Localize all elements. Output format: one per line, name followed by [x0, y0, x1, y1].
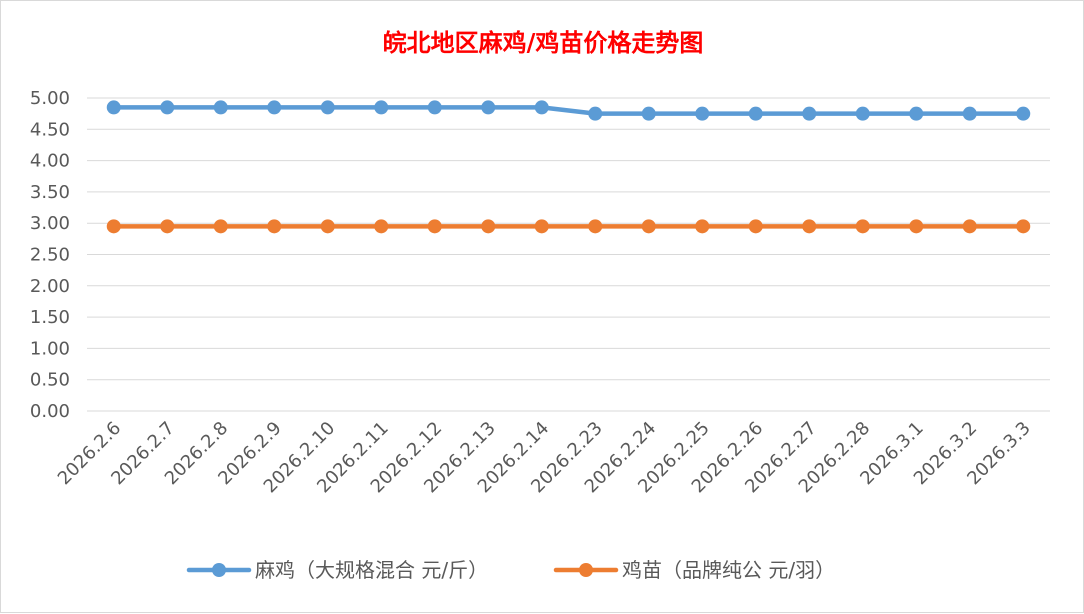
data-point — [213, 100, 228, 115]
y-tick-label: 5.00 — [30, 88, 70, 109]
data-point — [909, 219, 924, 234]
data-point — [106, 100, 121, 115]
data-point — [1016, 219, 1031, 234]
chart-title: 皖北地区麻鸡/鸡苗价格走势图 — [383, 28, 704, 57]
legend-marker — [212, 563, 226, 577]
data-point — [909, 106, 924, 121]
data-point — [534, 100, 549, 115]
series-0 — [106, 100, 1031, 121]
y-tick-label: 2.50 — [30, 245, 70, 266]
data-point — [962, 219, 977, 234]
data-point — [802, 106, 817, 121]
data-point — [160, 100, 175, 115]
data-point — [855, 106, 870, 121]
data-point — [802, 219, 817, 234]
data-point — [374, 100, 389, 115]
gridlines — [87, 97, 1050, 412]
data-point — [534, 219, 549, 234]
y-tick-label: 0.50 — [30, 370, 70, 391]
data-point — [962, 106, 977, 121]
legend-label: 麻鸡（大规格混合 元/斤） — [255, 558, 488, 582]
y-axis-ticks: 0.00 0.50 1.00 1.50 2.00 2.50 3.00 3.50 4.00 4.50… — [30, 88, 70, 422]
data-point — [267, 219, 282, 234]
y-tick-label: 1.50 — [30, 307, 70, 328]
data-point — [855, 219, 870, 234]
y-tick-label: 0.00 — [30, 401, 70, 422]
y-tick-label: 4.50 — [30, 119, 70, 140]
x-axis-ticks: 2026.2.62026.2.72026.2.82026.2.92026.2.1… — [54, 418, 1035, 498]
y-tick-label: 4.00 — [30, 151, 70, 172]
y-tick-label: 3.50 — [30, 182, 70, 203]
series-line — [111, 105, 1026, 116]
data-point — [213, 219, 228, 234]
data-point — [695, 106, 710, 121]
data-point — [748, 106, 763, 121]
data-point — [641, 106, 656, 121]
y-tick-label: 2.00 — [30, 276, 70, 297]
data-point — [588, 106, 603, 121]
legend-label: 鸡苗（品牌纯公 元/羽） — [622, 558, 835, 582]
series-1 — [106, 219, 1031, 234]
data-point — [481, 100, 496, 115]
y-tick-label: 3.00 — [30, 213, 70, 234]
data-point — [160, 219, 175, 234]
legend: 麻鸡（大规格混合 元/斤） 鸡苗（品牌纯公 元/羽） — [186, 558, 835, 582]
y-tick-label: 1.00 — [30, 338, 70, 359]
data-point — [641, 219, 656, 234]
data-point — [427, 219, 442, 234]
data-point — [320, 219, 335, 234]
data-point — [748, 219, 763, 234]
series-layer — [106, 100, 1031, 234]
data-point — [267, 100, 282, 115]
data-point — [481, 219, 496, 234]
data-point — [320, 100, 335, 115]
legend-marker — [579, 563, 593, 577]
data-point — [374, 219, 389, 234]
data-point — [1016, 106, 1031, 121]
data-point — [106, 219, 121, 234]
data-point — [427, 100, 442, 115]
data-point — [588, 219, 603, 234]
data-point — [695, 219, 710, 234]
